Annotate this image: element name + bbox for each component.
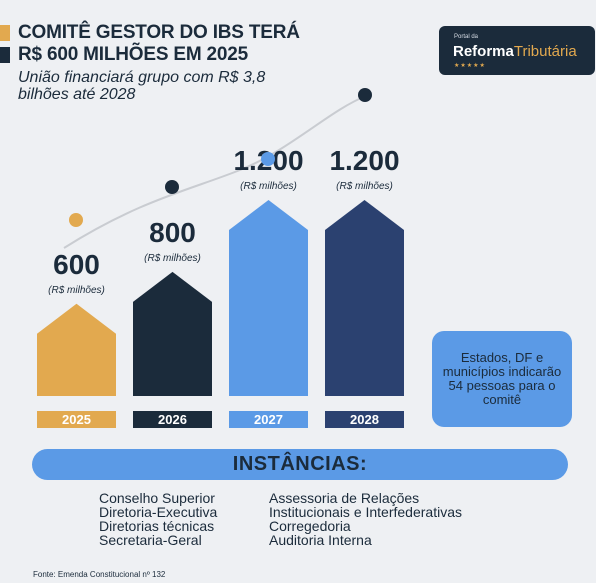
year-label-2026: 2026 [158, 412, 187, 427]
bar-2025 [37, 303, 116, 396]
year-label-2028: 2028 [350, 412, 379, 427]
trend-dot-2025 [69, 213, 83, 227]
logo-wordmark: ReformaTributária [453, 43, 577, 60]
list-item: Corregedoria [269, 518, 351, 534]
trend-dot-2026 [165, 180, 179, 194]
unit-label-2027: (R$ milhões) [240, 181, 297, 192]
brand-logo: Portal da ReformaTributária ★★★★★ [439, 26, 595, 75]
list-item: Assessoria de Relações [269, 490, 420, 506]
instancias-title: INSTÂNCIAS: [232, 453, 368, 475]
value-label-2028: 1.200 [329, 145, 399, 176]
trend-curve [63, 95, 367, 249]
unit-label-2026: (R$ milhões) [144, 253, 201, 264]
note-text: Estados, DF e municípios indicarão 54 pe… [442, 350, 562, 407]
instancias-right-list: Assessoria de Relações Institucionais e … [269, 491, 462, 547]
list-item: Secretaria-Geral [99, 532, 202, 548]
page-subtitle: União financiará grupo com R$ 3,8 bilhõe… [18, 69, 266, 103]
list-item: Diretoria-Executiva [99, 504, 218, 520]
logo-light: Tributária [513, 43, 577, 60]
trend-dot-2028 [358, 88, 372, 102]
year-box-2028 [325, 411, 404, 428]
logo-small-text: Portal da [454, 34, 479, 40]
list-item: Diretorias técnicas [99, 518, 215, 534]
title-accent-navy [0, 47, 10, 63]
bar-2028 [325, 200, 404, 396]
bar-chart: 600 (R$ milhões) 2025 800 (R$ milhões) 2026 1.… [37, 88, 404, 428]
list-item: Auditoria Interna [269, 532, 372, 548]
title-accent-gold [0, 25, 10, 41]
source-note: Fonte: Emenda Constitucional nº 132 [33, 570, 166, 579]
unit-label-2025: (R$ milhões) [48, 285, 105, 296]
year-label-2027: 2027 [254, 412, 283, 427]
bar-2027 [229, 200, 308, 396]
logo-bold: Reforma [453, 43, 514, 60]
logo-stars-decoration: ★★★★★ [454, 63, 486, 69]
bar-2026 [133, 271, 212, 396]
note-box: Estados, DF e municípios indicarão 54 pe… [432, 331, 572, 427]
year-box-2025 [37, 411, 116, 428]
value-label-2025: 600 [53, 249, 100, 280]
instancias-banner: INSTÂNCIAS: [32, 449, 568, 480]
year-box-2026 [133, 411, 212, 428]
page-title-line2: R$ 600 MILHÕES EM 2025 [18, 44, 249, 65]
trend-dot-2027 [261, 152, 275, 166]
list-item: Institucionais e Interfederativas [269, 504, 462, 520]
year-label-2025: 2025 [62, 412, 91, 427]
value-label-2026: 800 [149, 217, 196, 248]
instancias-left-list: Conselho Superior Diretoria-Executiva Di… [99, 491, 217, 547]
page-title-line1: COMITÊ GESTOR DO IBS TERÁ [18, 22, 300, 43]
list-item: Conselho Superior [99, 490, 215, 506]
unit-label-2028: (R$ milhões) [336, 181, 393, 192]
year-box-2027 [229, 411, 308, 428]
